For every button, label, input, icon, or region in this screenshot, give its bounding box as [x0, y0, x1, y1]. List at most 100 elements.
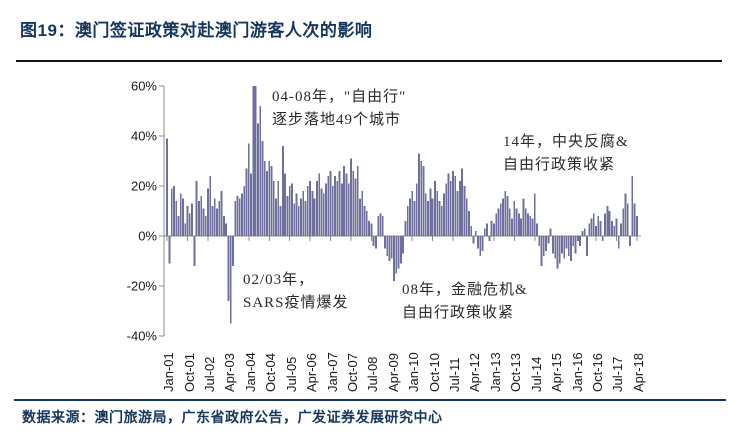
bar — [232, 236, 234, 266]
bar — [452, 171, 454, 236]
bar — [631, 176, 634, 236]
bar — [277, 181, 280, 236]
chart-annotation-line: 02/03年， — [243, 272, 315, 288]
bar — [275, 198, 277, 236]
bar — [218, 201, 221, 236]
bar — [182, 198, 184, 236]
bar — [397, 236, 400, 269]
bar — [195, 181, 198, 236]
bar — [533, 193, 536, 236]
bar — [468, 211, 470, 236]
title-divider — [16, 60, 722, 62]
bar — [257, 123, 259, 236]
bar — [613, 226, 616, 236]
bar — [388, 236, 391, 261]
bar — [241, 193, 243, 236]
bar — [193, 236, 196, 266]
x-axis-tick-label: Apr-03 — [222, 352, 237, 392]
bar — [483, 228, 486, 236]
figure-title: 图19：澳门签证政策对赴澳门游客人次的影响 — [20, 21, 373, 40]
bar — [463, 186, 466, 236]
bar — [191, 203, 194, 236]
bar — [579, 236, 582, 246]
bar — [350, 158, 352, 236]
y-axis-tick-label: 40% — [130, 128, 157, 144]
bar — [272, 181, 275, 236]
bar — [295, 193, 298, 236]
bar — [531, 218, 534, 236]
bar — [198, 201, 200, 236]
bar — [422, 166, 425, 236]
bar — [576, 236, 579, 241]
x-axis-tick-label: Jul-05 — [284, 356, 299, 392]
bar — [327, 176, 330, 236]
x-axis-tick-label: Oct-01 — [182, 352, 197, 392]
bar — [563, 236, 566, 259]
bar — [626, 203, 629, 236]
bar — [259, 106, 262, 236]
bar — [477, 236, 479, 249]
bar — [209, 176, 212, 236]
bar — [538, 236, 541, 246]
bar — [359, 198, 361, 236]
bar — [168, 236, 171, 264]
bar — [590, 218, 593, 236]
bar — [420, 161, 423, 236]
x-axis-tick-label: Jan-01 — [161, 352, 176, 392]
data-source: 数据来源：澳门旅游局，广东省政府公告，广发证券发展研究中心 — [22, 409, 443, 425]
bar — [325, 183, 327, 236]
bar — [604, 213, 607, 236]
bar — [390, 236, 393, 259]
chart-annotation-line: SARS疫情爆发 — [243, 295, 349, 311]
bar — [502, 198, 504, 236]
bar — [186, 206, 189, 236]
x-axis-tick-label: Apr-09 — [386, 352, 401, 392]
chart-annotation-line: 自由行政策收紧 — [503, 157, 616, 173]
bar — [356, 166, 359, 236]
bar — [204, 216, 207, 236]
bar — [225, 223, 228, 236]
bar — [345, 173, 348, 236]
bar — [570, 236, 572, 261]
bar — [513, 201, 516, 236]
bar — [434, 181, 436, 236]
chart-annotation-line: 14年，中央反腐& — [503, 134, 629, 150]
bar — [399, 236, 402, 264]
bar — [556, 236, 559, 269]
bar — [427, 201, 430, 236]
bar — [234, 201, 237, 236]
bar — [583, 228, 586, 236]
bar — [588, 223, 591, 236]
bar — [445, 183, 448, 236]
bar — [629, 236, 631, 246]
chart-annotation-line: 自由行政策收紧 — [402, 305, 515, 321]
bar — [370, 223, 373, 236]
bar — [329, 171, 332, 236]
bar — [263, 161, 266, 236]
bar — [413, 201, 416, 236]
bar — [522, 198, 525, 236]
bar — [443, 193, 445, 236]
bar — [243, 186, 246, 236]
bar — [418, 153, 420, 236]
bar — [363, 206, 366, 236]
bar — [352, 171, 355, 236]
y-axis-tick-label: -40% — [126, 328, 157, 344]
chart-annotation: 14年，中央反腐& 自由行政策收紧 — [503, 131, 629, 177]
bar — [490, 221, 493, 236]
bar — [440, 206, 443, 236]
bar — [179, 193, 182, 236]
bar — [504, 191, 507, 236]
x-axis-tick-label: Apr-18 — [631, 352, 646, 392]
bar — [261, 141, 264, 236]
x-axis-tick-label: Jan-04 — [243, 352, 258, 392]
bar — [599, 221, 602, 236]
bar — [465, 198, 468, 236]
bar — [236, 196, 239, 236]
bar — [216, 208, 218, 236]
bar — [508, 208, 511, 236]
x-axis-tick-label: Jan-16 — [570, 352, 585, 392]
bar — [574, 236, 577, 254]
bar — [384, 236, 386, 249]
x-axis-tick-label: Jan-10 — [406, 352, 421, 392]
